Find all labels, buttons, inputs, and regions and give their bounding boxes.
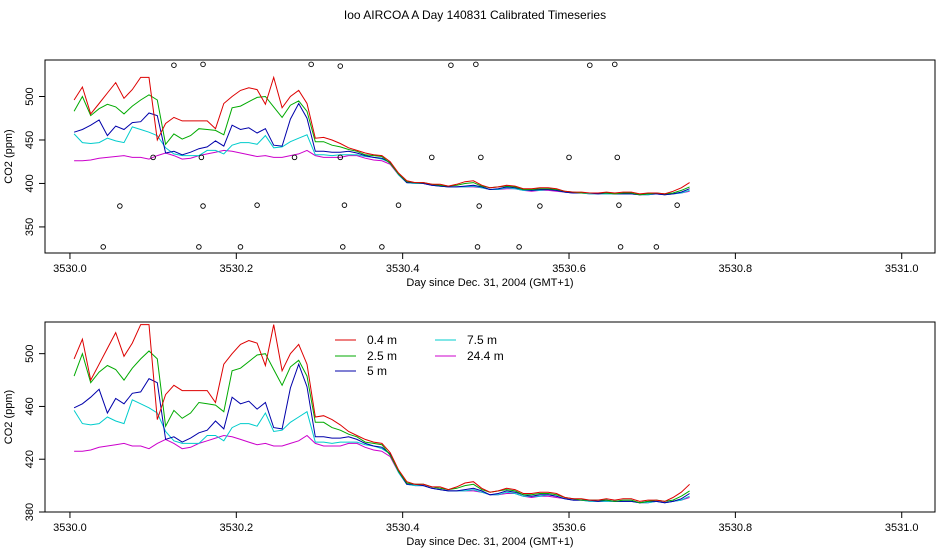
series-line-0-4-m	[73, 324, 690, 502]
marker-point	[196, 244, 202, 250]
marker-point	[429, 154, 435, 161]
x-tick-label: 3530.2	[219, 522, 253, 534]
series-line-24-4-m	[74, 434, 690, 504]
series-group	[73, 324, 690, 504]
marker-point	[337, 63, 344, 69]
y-tick-label: 460	[24, 397, 36, 415]
series-line-7-5-m	[73, 399, 690, 504]
marker-point	[150, 154, 156, 161]
x-axis-label: Day since Dec. 31, 2004 (GMT+1)	[406, 536, 573, 548]
x-tick-label: 3531.0	[885, 263, 919, 275]
x-tick-label: 3530.8	[719, 522, 753, 534]
y-tick-label: 350	[24, 218, 36, 236]
marker-point	[237, 244, 244, 250]
y-tick-label: 500	[24, 87, 36, 105]
x-tick-label: 3530.6	[552, 522, 586, 534]
y-tick-label: 400	[24, 174, 36, 192]
x-tick-label: 3530.2	[219, 263, 253, 275]
series-line-5-m	[73, 102, 690, 196]
marker-point	[100, 244, 106, 250]
marker-point	[171, 62, 177, 68]
legend-label: 0.4 m	[367, 333, 397, 347]
marker-point	[566, 154, 572, 161]
legend-label: 2.5 m	[367, 349, 397, 363]
y-tick-label: 380	[24, 503, 36, 521]
series-line-5-m	[73, 362, 690, 504]
series-line-2-5-m	[73, 94, 690, 196]
x-axis-label: Day since Dec. 31, 2004 (GMT+1)	[406, 277, 573, 289]
marker-point	[476, 203, 482, 209]
marker-point	[516, 244, 522, 250]
marker-point	[448, 62, 454, 68]
marker-point	[653, 244, 660, 250]
y-axis-label: CO2 (ppm)	[3, 129, 15, 183]
x-tick-label: 3530.0	[53, 263, 87, 275]
marker-point	[340, 244, 346, 250]
marker-point	[674, 202, 680, 208]
plot-bottom: 3530.0 3530.2 3530.4 3530.6 3530.8 3531.0 380 4…	[3, 321, 936, 548]
marker-point	[200, 203, 206, 209]
plot-frame	[44, 321, 936, 513]
y-axis-label: CO2 (ppm)	[3, 390, 15, 444]
marker-point	[200, 61, 206, 68]
marker-point	[478, 154, 484, 161]
x-tick-label: 3530.4	[386, 522, 420, 534]
marker-point	[537, 203, 543, 209]
marker-point	[474, 244, 481, 250]
legend-label: 5 m	[367, 364, 387, 378]
legend-label: 7.5 m	[467, 333, 497, 347]
marker-point	[473, 61, 479, 68]
y-tick-label: 420	[24, 450, 36, 468]
x-tick-label: 3531.0	[885, 522, 919, 534]
marker-point	[341, 202, 348, 208]
y-tick-label: 500	[24, 344, 36, 362]
marker-point	[117, 203, 123, 209]
marker-point	[254, 202, 260, 208]
series-line-0-4-m	[73, 75, 690, 195]
marker-point	[587, 62, 593, 68]
x-tick-label: 3530.8	[719, 263, 753, 275]
marker-point	[617, 244, 624, 250]
marker-point	[291, 154, 298, 161]
marker-point	[614, 154, 621, 161]
plot-top: 3530.0 3530.2 3530.4 3530.6 3530.8 3531.0 350 4…	[3, 59, 936, 289]
marker-point	[616, 202, 622, 208]
legend: 0.4 m 2.5 m5 m 7.5 m 24.4 m	[335, 333, 504, 378]
series-line-7-5-m	[73, 126, 690, 196]
marker-point	[395, 202, 402, 208]
page-title: Ioo AIRCOA A Day 140831 Calibrated Times…	[343, 8, 607, 22]
x-tick-label: 3530.6	[552, 263, 586, 275]
series-group	[73, 75, 690, 196]
legend-label: 24.4 m	[467, 349, 504, 363]
marker-point	[308, 61, 314, 68]
marker-point	[198, 154, 205, 161]
x-tick-label: 3530.4	[386, 263, 420, 275]
plot-frame	[44, 59, 936, 254]
y-tick-label: 450	[24, 131, 36, 149]
marker-point	[612, 61, 618, 68]
marker-point	[379, 244, 385, 250]
x-tick-label: 3530.0	[53, 522, 87, 534]
marker-point	[337, 154, 344, 161]
